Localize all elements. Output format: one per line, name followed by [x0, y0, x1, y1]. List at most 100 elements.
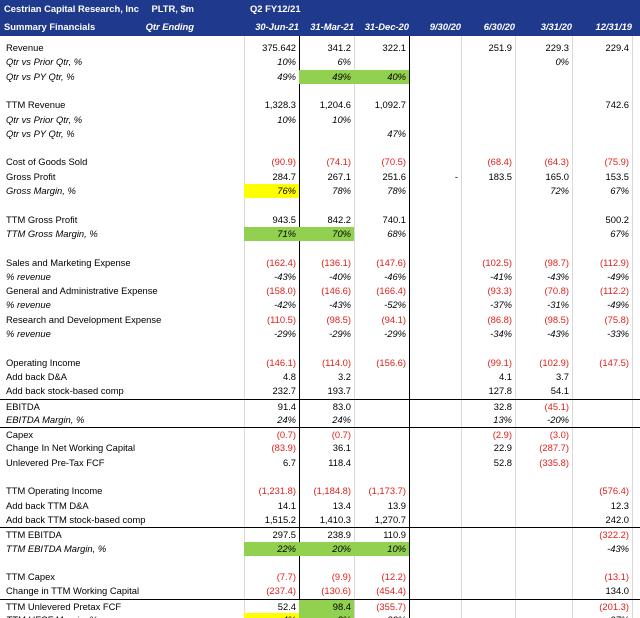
row-label: EBITDA	[6, 400, 40, 412]
table-cell: (287.7)	[539, 442, 569, 454]
table-cell	[409, 270, 461, 284]
table-cell: -29%	[384, 328, 406, 339]
table-cell: 110.9	[383, 529, 406, 541]
table-cell	[572, 400, 632, 414]
table-cell	[461, 213, 515, 227]
table-cell: 52.4	[277, 600, 296, 612]
table-cell	[244, 341, 299, 355]
table-cell: 40%	[354, 69, 409, 84]
table-row: Unlevered Pre-Tax FCF 6.7 118.4 52.8 (335.8)	[0, 456, 640, 470]
table-cell	[515, 570, 572, 584]
table-cell: (454.4)	[376, 585, 406, 597]
table-row	[0, 556, 640, 570]
table-row: Cost of Goods Sold (90.9) (74.1) (70.5) (68.…	[0, 155, 640, 169]
table-cell: 4.1	[498, 370, 512, 382]
table-row: Add back stock-based comp 232.7 193.7 127.8…	[0, 384, 640, 398]
table-cell	[572, 84, 632, 98]
table-cell	[461, 84, 515, 98]
row-label: Unlevered Pre-Tax FCF	[6, 456, 105, 468]
table-cell	[409, 470, 461, 484]
table-cell: 297.5	[272, 529, 296, 541]
period-type: Qtr Ending	[145, 21, 194, 32]
table-cell	[515, 70, 572, 84]
column-header: 12/31/19	[595, 21, 633, 32]
row-label: Add back stock-based comp	[6, 385, 124, 397]
row-label: TTM Capex	[6, 571, 55, 583]
table-cell: (102.5)	[482, 256, 512, 268]
table-row: Research and Development Expense (110.5) (…	[0, 313, 640, 327]
table-cell	[515, 613, 572, 618]
table-row: Add back TTM stock-based comp 1,515.2 1,41…	[0, 513, 640, 527]
table-cell	[461, 484, 515, 498]
table-cell: (130.6)	[321, 585, 351, 597]
row-label: Capex	[6, 429, 34, 441]
table-cell	[515, 600, 572, 614]
table-cell: (70.5)	[381, 156, 407, 168]
table-cell: (146.6)	[321, 285, 351, 297]
row-label: EBITDA Margin, %	[6, 413, 85, 425]
table-cell: (98.5)	[544, 313, 570, 325]
table-cell	[461, 513, 515, 527]
table-cell	[244, 127, 299, 141]
table-cell	[354, 441, 409, 455]
table-cell	[515, 513, 572, 527]
table-cell	[409, 556, 461, 570]
table-cell: 3.2	[337, 370, 351, 382]
table-row: General and Administrative Expense (158.0…	[0, 284, 640, 298]
table-cell: 67%	[610, 227, 629, 239]
table-cell: 13.4	[332, 499, 351, 511]
table-cell: 68%	[387, 227, 406, 239]
table-row	[0, 470, 640, 484]
table-cell	[409, 141, 461, 155]
table-cell: 267.1	[327, 170, 351, 182]
table-cell: 251.9	[488, 42, 512, 53]
row-label: TTM EBITDA Margin, %	[6, 542, 107, 554]
table-cell	[461, 70, 515, 84]
table-cell: (99.1)	[487, 356, 513, 368]
table-cell: 242.0	[605, 513, 629, 525]
table-cell	[515, 113, 572, 127]
table-cell	[409, 400, 461, 414]
row-label: Qtr vs Prior Qtr, %	[6, 113, 83, 125]
table-cell: 284.7	[272, 170, 296, 182]
table-cell: 24%	[332, 413, 351, 425]
table-cell: (1,184.8)	[313, 485, 351, 497]
table-cell: 153.5	[605, 170, 629, 182]
table-row: TTM Operating Income (1,231.8) (1,184.8) (1…	[0, 484, 640, 498]
row-label: Add back D&A	[6, 370, 67, 382]
table-row	[0, 141, 640, 155]
table-cell: (136.1)	[321, 256, 351, 268]
table-cell	[461, 98, 515, 112]
table-cell: (45.1)	[544, 400, 570, 412]
table-cell	[409, 213, 461, 227]
table-cell: (1,231.8)	[258, 485, 296, 497]
table-cell: (75.9)	[604, 156, 630, 168]
table-cell: (98.5)	[326, 313, 352, 325]
table-cell: -29%	[329, 328, 351, 339]
row-label: % revenue	[6, 328, 51, 339]
table-cell: (1,173.7)	[368, 485, 406, 497]
table-cell	[461, 542, 515, 556]
table-cell: -43%	[547, 328, 569, 339]
table-cell: -33%	[607, 328, 629, 339]
table-cell: 500.2	[605, 213, 629, 225]
table-cell	[461, 570, 515, 584]
table-cell	[409, 127, 461, 141]
table-cell: -41%	[490, 270, 512, 282]
table-cell: 36.1	[332, 442, 351, 454]
row-label: Sales and Marketing Expense	[6, 256, 131, 268]
table-cell: -	[454, 170, 458, 182]
table-cell: 14.1	[277, 499, 296, 511]
table-row: Qtr vs PY Qtr, % 47%	[0, 127, 640, 141]
table-cell: 4.8	[282, 370, 296, 382]
table-cell: -20%	[547, 413, 569, 425]
table-cell: (158.0)	[266, 285, 296, 297]
table-cell	[515, 227, 572, 241]
table-cell: (7.7)	[276, 571, 296, 583]
table-cell	[572, 441, 632, 455]
table-cell: 322.1	[382, 42, 406, 53]
row-label: TTM EBITDA	[6, 529, 62, 541]
table-cell: -43%	[274, 270, 296, 282]
table-cell: 76%	[244, 184, 299, 199]
table-cell: -31%	[547, 299, 569, 311]
